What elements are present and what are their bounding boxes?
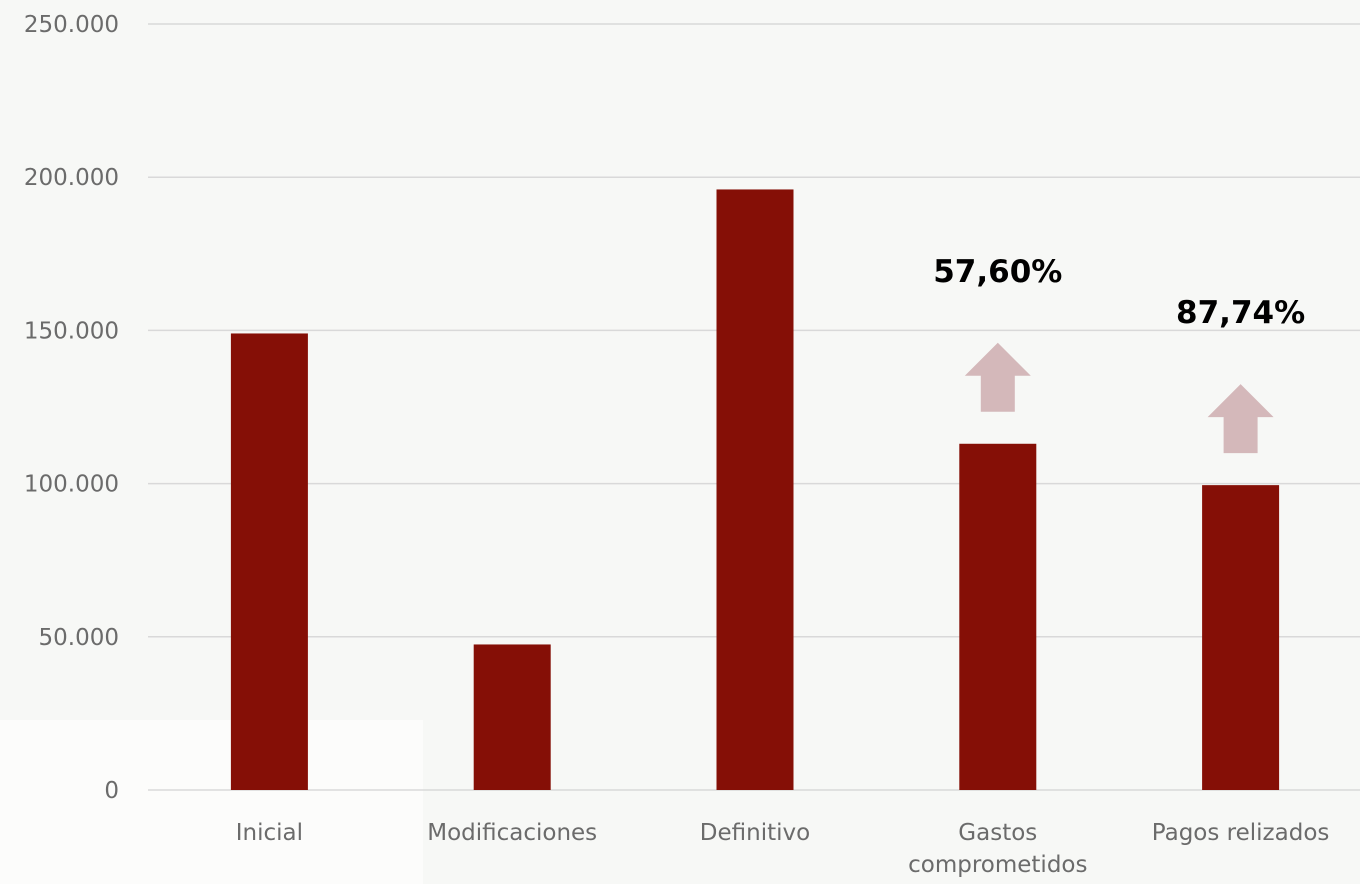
annotations: 57,60% 87,74% xyxy=(933,254,1305,454)
y-tick-label: 100.000 xyxy=(24,472,119,498)
y-tick-label: 0 xyxy=(104,778,119,804)
percentage-annotation: 57,60% xyxy=(933,254,1062,290)
y-tick-label: 250.000 xyxy=(24,12,119,38)
x-tick-label: Gastos comprometidos xyxy=(908,820,1087,878)
bar xyxy=(716,189,794,790)
plot-background-patch xyxy=(0,720,423,884)
x-axis: Inicial Modificaciones Definitivo Gastos com… xyxy=(236,820,1330,878)
x-tick-label: Modificaciones xyxy=(427,820,597,846)
bar xyxy=(473,644,551,790)
y-tick-label: 50.000 xyxy=(39,625,119,651)
bars xyxy=(230,189,1280,790)
up-arrow-icon xyxy=(1207,384,1274,454)
bar xyxy=(1202,485,1280,790)
x-tick-label: Definitivo xyxy=(700,820,810,846)
bar xyxy=(230,333,308,790)
y-tick-label: 200.000 xyxy=(24,165,119,191)
y-axis: 0 50.000 100.000 150.000 200.000 250.000 xyxy=(24,12,119,804)
y-tick-label: 150.000 xyxy=(24,318,119,344)
bar xyxy=(959,443,1037,790)
x-tick-label: Inicial xyxy=(236,820,303,846)
up-arrow-icon xyxy=(964,342,1031,412)
percentage-annotation: 87,74% xyxy=(1176,295,1305,331)
x-tick-label: Pagos relizados xyxy=(1152,820,1330,846)
